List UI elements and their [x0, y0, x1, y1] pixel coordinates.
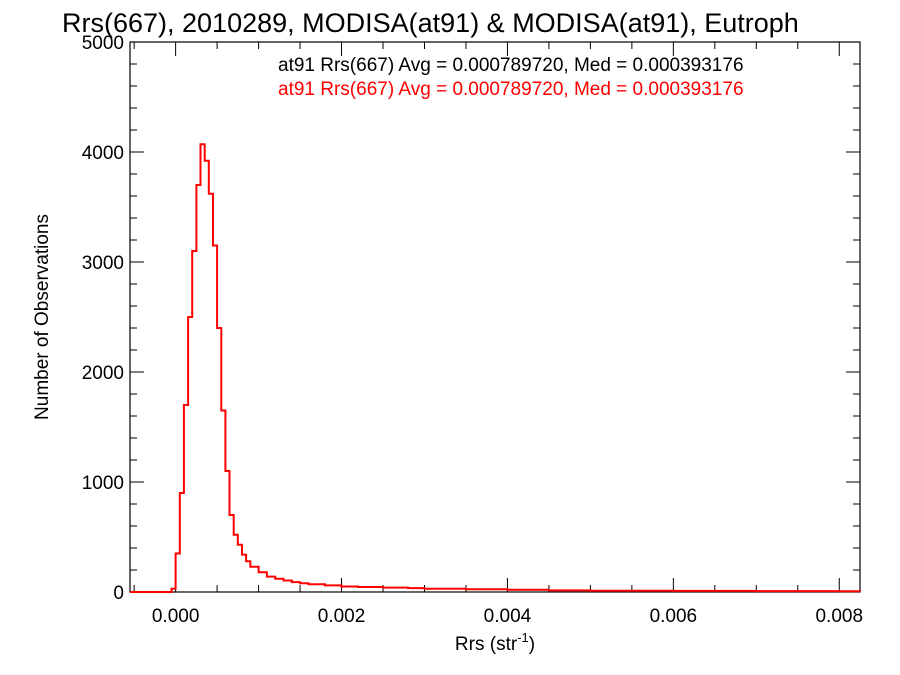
y-axis-minor-ticks: [130, 63, 860, 571]
x-tick-label: 0.006: [650, 606, 698, 627]
x-axis-label: Rrs (str-1): [455, 630, 535, 655]
y-axis-label: Number of Observations: [32, 214, 53, 420]
x-axis-label-close: ): [529, 634, 535, 655]
legend-entry-black: at91 Rrs(667) Avg = 0.000789720, Med = 0…: [278, 55, 744, 76]
x-tick-label: 0.002: [318, 606, 366, 627]
x-tick-label: 0.000: [152, 606, 200, 627]
y-tick-label: 0: [113, 583, 124, 604]
series-line-red: [130, 143, 861, 593]
y-tick-label: 2000: [82, 363, 124, 384]
y-tick-label: 4000: [82, 143, 124, 164]
y-axis-ticks: [130, 41, 860, 593]
y-axis-tick-labels: 0 1000 2000 3000 4000 5000: [82, 33, 124, 604]
x-axis-tick-labels: 0.000 0.002 0.004 0.006 0.008: [152, 606, 863, 627]
x-tick-label: 0.004: [484, 606, 532, 627]
plot-frame: [129, 41, 861, 593]
y-tick-label: 3000: [82, 253, 124, 274]
legend-entry-red: at91 Rrs(667) Avg = 0.000789720, Med = 0…: [278, 79, 744, 100]
chart-title: Rrs(667), 2010289, MODISA(at91) & MODISA…: [62, 8, 799, 38]
y-tick-label: 1000: [82, 473, 124, 494]
x-axis-ticks: [175, 42, 840, 592]
x-axis-minor-ticks: [133, 42, 799, 592]
x-tick-label: 0.008: [815, 606, 863, 627]
x-axis-label-main: Rrs (str: [455, 634, 518, 655]
x-axis-label-superscript: -1: [517, 630, 529, 645]
y-tick-label: 5000: [82, 33, 124, 54]
